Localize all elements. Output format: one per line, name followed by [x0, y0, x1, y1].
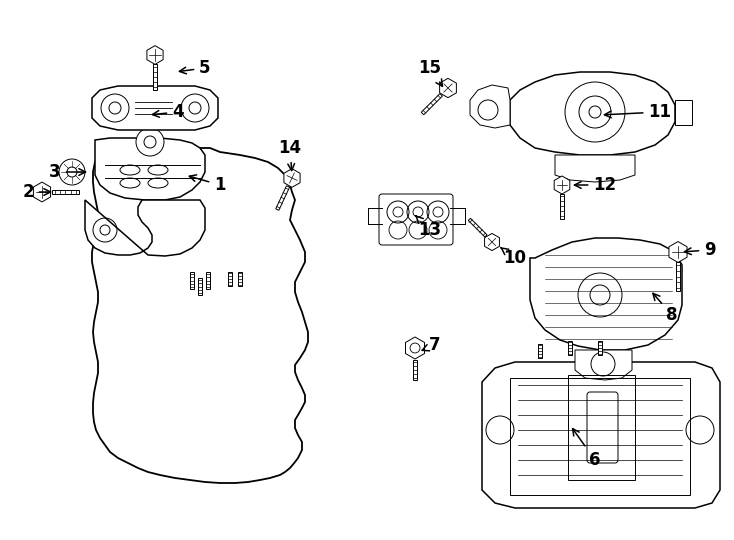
Polygon shape: [440, 78, 457, 98]
Polygon shape: [470, 85, 510, 128]
Polygon shape: [560, 194, 564, 219]
Text: 14: 14: [278, 139, 302, 171]
Polygon shape: [198, 278, 202, 295]
Polygon shape: [228, 272, 232, 286]
Polygon shape: [510, 72, 675, 155]
Polygon shape: [482, 362, 720, 508]
Polygon shape: [468, 218, 487, 237]
Polygon shape: [239, 272, 241, 286]
Text: 10: 10: [501, 247, 526, 267]
Text: 12: 12: [575, 176, 617, 194]
Polygon shape: [413, 360, 417, 380]
Polygon shape: [484, 233, 499, 251]
Polygon shape: [34, 182, 51, 202]
Polygon shape: [568, 341, 572, 355]
Polygon shape: [530, 238, 682, 350]
Polygon shape: [95, 138, 205, 200]
Text: 3: 3: [49, 163, 86, 181]
Polygon shape: [675, 100, 692, 125]
Polygon shape: [554, 176, 570, 194]
Text: 1: 1: [189, 175, 226, 194]
Polygon shape: [153, 64, 156, 90]
Polygon shape: [206, 272, 210, 289]
Text: 13: 13: [416, 216, 442, 239]
Polygon shape: [575, 350, 632, 380]
Text: 2: 2: [22, 183, 51, 201]
Polygon shape: [284, 168, 300, 187]
Text: 4: 4: [153, 103, 184, 121]
Polygon shape: [276, 186, 290, 210]
Polygon shape: [676, 262, 680, 291]
Polygon shape: [669, 241, 687, 262]
Text: 5: 5: [179, 59, 211, 77]
Polygon shape: [539, 343, 542, 358]
Polygon shape: [421, 93, 443, 115]
Polygon shape: [52, 190, 79, 194]
Text: 7: 7: [422, 336, 441, 354]
Polygon shape: [598, 341, 602, 355]
Circle shape: [59, 159, 85, 185]
Text: 8: 8: [653, 293, 677, 324]
Text: 11: 11: [605, 103, 672, 121]
Text: 6: 6: [573, 429, 600, 469]
Polygon shape: [92, 86, 218, 130]
Polygon shape: [555, 155, 635, 182]
Polygon shape: [147, 46, 163, 64]
Polygon shape: [405, 337, 424, 359]
Polygon shape: [85, 200, 205, 256]
Text: 15: 15: [418, 59, 443, 86]
Circle shape: [136, 128, 164, 156]
Text: 9: 9: [685, 241, 716, 259]
FancyBboxPatch shape: [379, 194, 453, 245]
Polygon shape: [190, 272, 194, 289]
